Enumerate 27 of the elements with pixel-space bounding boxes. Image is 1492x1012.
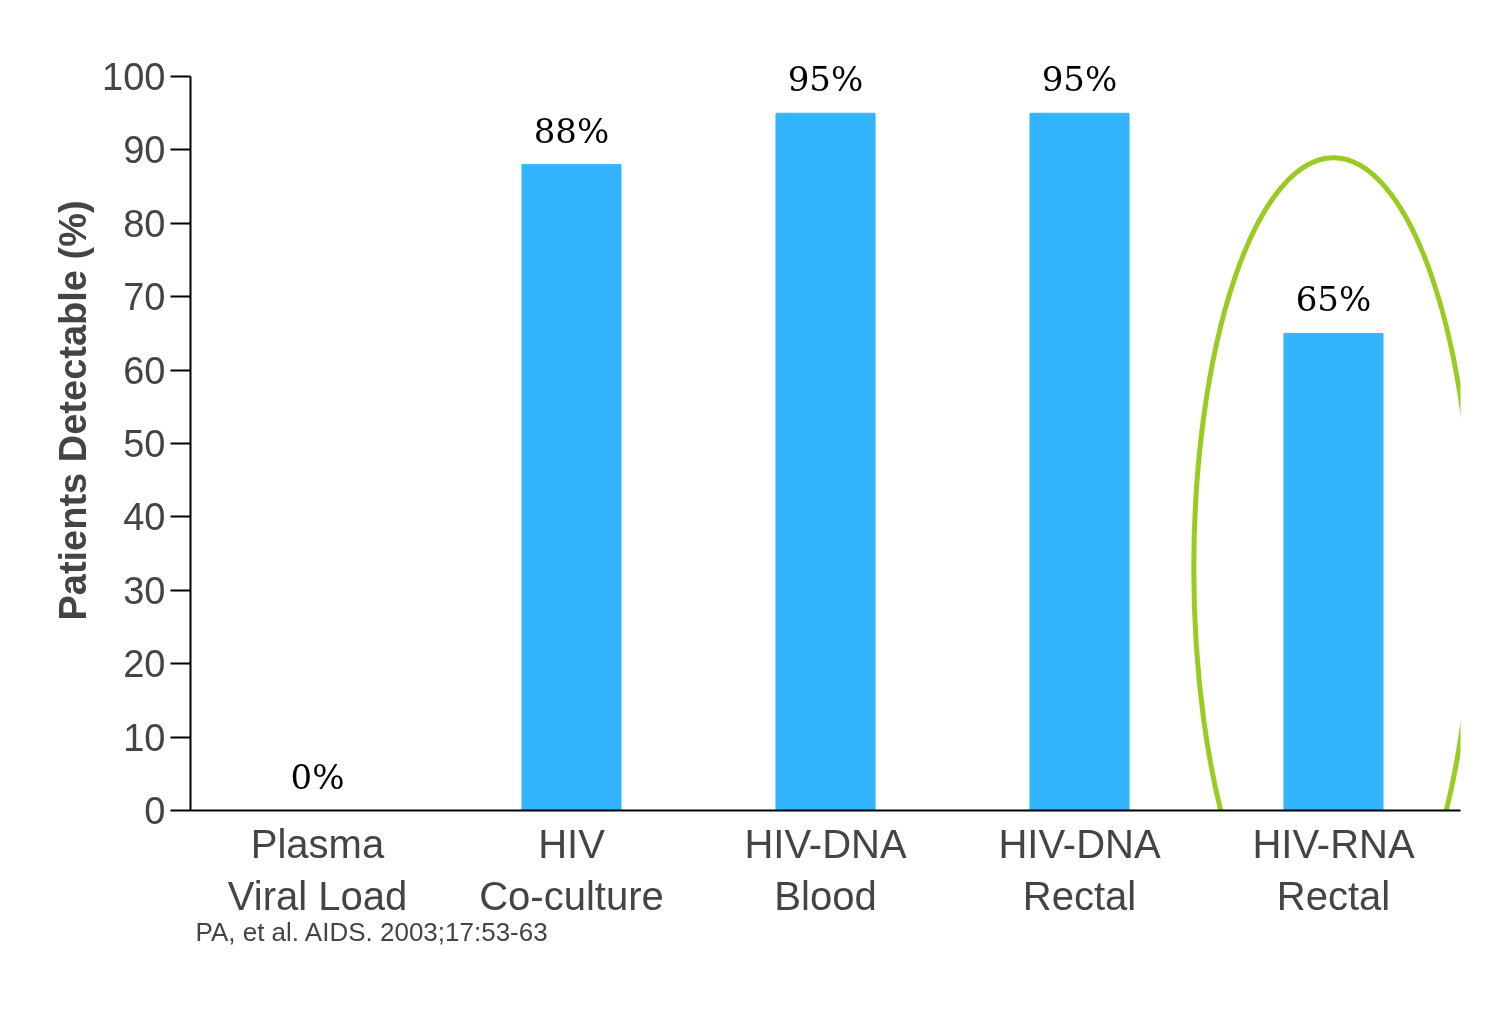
y-tick-label: 70 xyxy=(123,276,166,319)
bar xyxy=(1029,112,1130,811)
x-tick-label: HIV Co-culture xyxy=(479,821,664,919)
data-label: 65% xyxy=(1295,279,1372,320)
y-tick-label: 30 xyxy=(123,569,166,612)
x-tick-label: HIV-DNA Rectal xyxy=(998,821,1161,919)
data-label: 95% xyxy=(787,59,864,100)
data-label: 0% xyxy=(290,756,345,797)
y-tick-label: 80 xyxy=(123,202,166,245)
y-tick-label: 40 xyxy=(123,496,166,539)
y-tick-label: 50 xyxy=(123,423,166,466)
y-axis-title: Patients Detectable (%) xyxy=(52,200,95,621)
y-tick-label: 100 xyxy=(102,56,166,99)
bar xyxy=(521,164,622,811)
bar xyxy=(775,112,876,811)
y-tick-label: 10 xyxy=(123,716,166,759)
y-tick-label: 0 xyxy=(144,790,166,832)
x-tick-label: HIV-RNA Rectal xyxy=(1252,821,1415,919)
y-tick-label: 90 xyxy=(123,129,166,172)
bar xyxy=(1283,332,1384,811)
y-tick-label: 60 xyxy=(123,349,166,392)
data-label: 88% xyxy=(533,110,610,151)
data-label: 95% xyxy=(1041,59,1118,100)
y-tick-label: 20 xyxy=(123,643,166,686)
text: PA, et al. AIDS. 2003;17:53-63 xyxy=(195,916,548,947)
x-tick-label: HIV-DNA Blood xyxy=(744,821,907,919)
x-tick-label: Plasma Viral Load xyxy=(227,821,408,919)
